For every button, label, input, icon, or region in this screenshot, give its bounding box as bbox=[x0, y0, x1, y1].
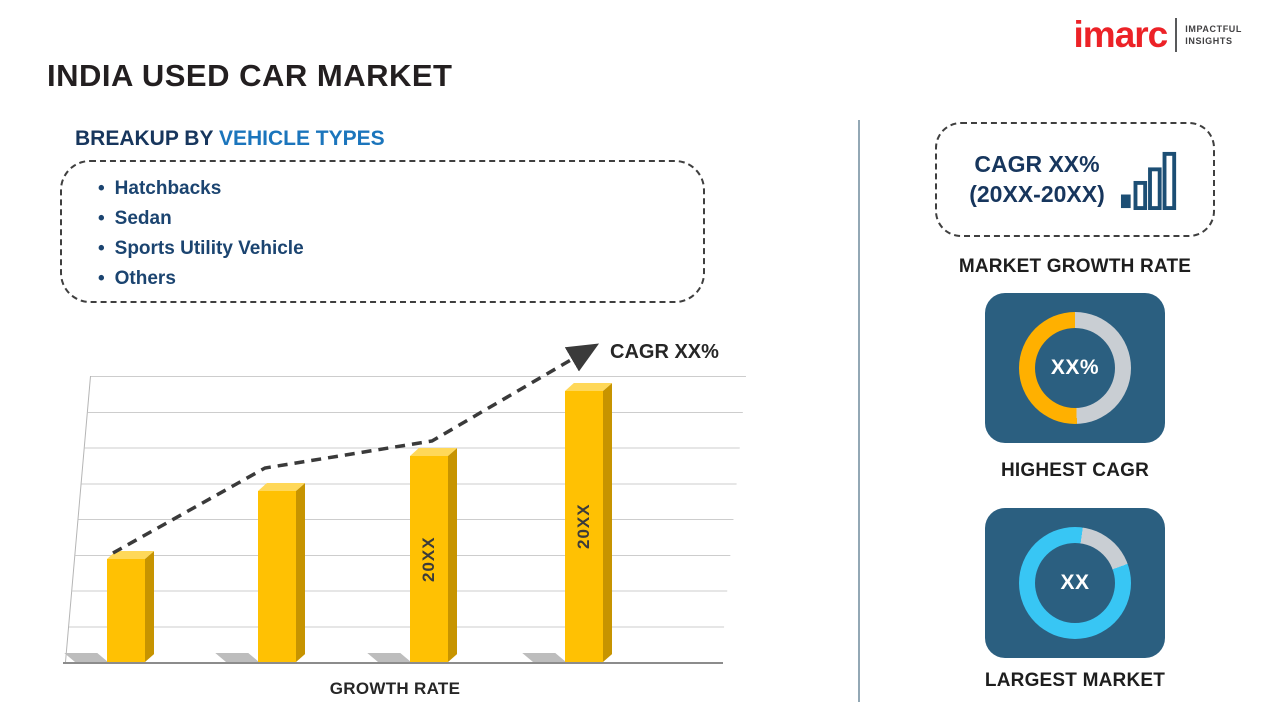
market-growth-rate-label: MARKET GROWTH RATE bbox=[958, 256, 1192, 277]
bar-front-face: 20XX bbox=[410, 456, 448, 662]
bar-label bbox=[107, 559, 145, 662]
bar-front-face: 20XX bbox=[565, 391, 603, 662]
cagr-period: (20XX-20XX) bbox=[969, 180, 1105, 207]
list-item: • Sports Utility Vehicle bbox=[98, 234, 683, 264]
largest-market-card: XX bbox=[985, 508, 1165, 658]
list-item: • Hatchbacks bbox=[98, 174, 683, 204]
list-item-label: Others bbox=[114, 268, 176, 289]
chart-x-axis bbox=[63, 661, 723, 664]
donut-value: XX% bbox=[1035, 328, 1115, 408]
imarc-logo-wordmark: imarc bbox=[1073, 14, 1169, 55]
list-item: • Others bbox=[98, 264, 683, 294]
breakup-heading: BREAKUP BY VEHICLE TYPES bbox=[75, 127, 385, 151]
bar-side-face bbox=[448, 448, 457, 662]
bar: 20XX bbox=[522, 383, 612, 662]
bar-label: 20XX bbox=[574, 503, 593, 550]
logo-tagline: IMPACTFUL INSIGHTS bbox=[1185, 24, 1242, 46]
bullet-icon: • bbox=[98, 178, 105, 199]
market-growth-card: CAGR XX% (20XX-20XX) bbox=[935, 122, 1215, 237]
bar bbox=[64, 551, 154, 662]
logo-tagline-line2: INSIGHTS bbox=[1185, 35, 1233, 46]
list-item-label: Sports Utility Vehicle bbox=[114, 238, 304, 259]
donut-chart-cyan: XX bbox=[1019, 527, 1131, 639]
bar-front-face bbox=[107, 559, 145, 662]
list-item-label: Sedan bbox=[114, 208, 172, 229]
page-title: INDIA USED CAR MARKET bbox=[47, 58, 453, 93]
donut-value: XX bbox=[1035, 543, 1115, 623]
bullet-icon: • bbox=[98, 238, 105, 259]
cagr-annotation: CAGR XX% bbox=[610, 341, 719, 363]
bar bbox=[215, 483, 305, 662]
bullet-icon: • bbox=[98, 208, 105, 229]
vehicle-types-list: • Hatchbacks • Sedan • Sports Utility Vehic… bbox=[82, 174, 683, 294]
cagr-value: CAGR XX% bbox=[974, 150, 1100, 177]
bar-label bbox=[258, 491, 296, 662]
growth-bar-chart: 20XX 20XX CAGR XX% bbox=[63, 335, 747, 665]
cagr-text: CAGR XX% (20XX-20XX) bbox=[969, 150, 1105, 210]
bullet-icon: • bbox=[98, 268, 105, 289]
bar-side-face bbox=[603, 383, 612, 662]
vertical-divider bbox=[858, 120, 860, 702]
imarc-logo: imarc IMPACTFUL INSIGHTS bbox=[1074, 16, 1242, 53]
list-item: • Sedan bbox=[98, 204, 683, 234]
largest-market-label: LARGEST MARKET bbox=[984, 670, 1166, 691]
mini-bar-chart-icon bbox=[1120, 151, 1176, 210]
bar-front-face bbox=[258, 491, 296, 662]
bar-side-face bbox=[145, 551, 154, 662]
breakup-heading-prefix: BREAKUP BY bbox=[75, 127, 219, 150]
list-item-label: Hatchbacks bbox=[114, 178, 222, 199]
breakup-heading-highlight: VEHICLE TYPES bbox=[218, 127, 385, 150]
highest-cagr-card: XX% bbox=[985, 293, 1165, 443]
donut-chart-gold: XX% bbox=[1019, 312, 1131, 424]
highest-cagr-label: HIGHEST CAGR bbox=[1000, 460, 1150, 481]
logo-tagline-line1: IMPACTFUL bbox=[1185, 23, 1242, 34]
bar: 20XX bbox=[367, 448, 457, 662]
chart-x-axis-label: GROWTH RATE bbox=[329, 679, 461, 698]
logo-divider bbox=[1175, 17, 1178, 52]
vehicle-types-panel: • Hatchbacks • Sedan • Sports Utility Vehic… bbox=[60, 160, 705, 303]
bar-label: 20XX bbox=[419, 536, 438, 582]
chart-gridlines bbox=[65, 376, 747, 662]
bar-side-face bbox=[296, 483, 305, 662]
